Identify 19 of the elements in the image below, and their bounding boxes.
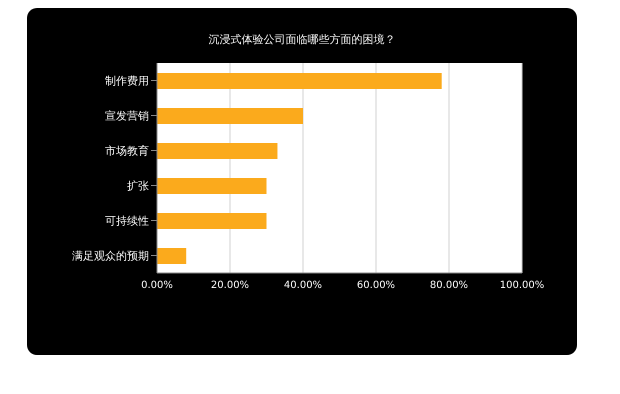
bar [157,178,266,194]
y-tick-label: 满足观众的预期 [72,249,149,262]
y-tick-label: 市场教育 [105,144,149,158]
y-tick-label: 宣发营销 [105,109,149,122]
x-tick-label: 20.00% [210,280,250,292]
bar [157,143,278,159]
y-tick-label: 制作费用 [105,74,149,88]
bar [157,108,303,124]
x-tick-label: 60.00% [356,280,396,292]
x-tick-label: 40.00% [284,280,322,292]
x-tick-label: 80.00% [430,280,468,292]
bar [157,248,186,264]
bar [157,73,442,89]
x-tick-label: 0.00% [141,280,173,292]
y-tick-label: 可持续性 [105,214,149,228]
y-tick-label: 扩张 [127,179,149,192]
bar [157,213,266,229]
chart-title: 沉浸式体验公司面临哪些方面的困境？ [208,32,396,47]
x-tick-label: 100.00% [500,280,544,292]
